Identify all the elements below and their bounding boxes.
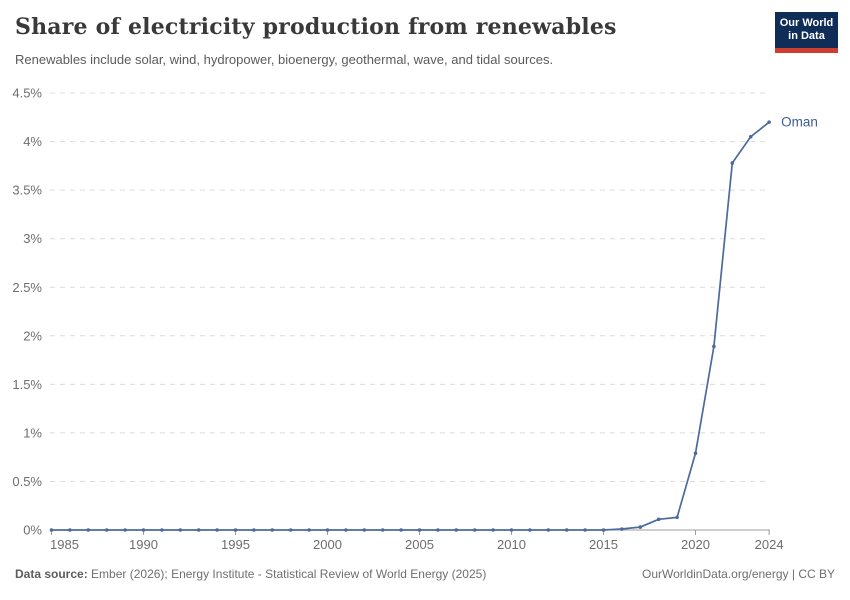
x-tick-label: 1990 [129, 537, 158, 552]
data-point[interactable] [178, 528, 183, 532]
data-point[interactable] [196, 528, 201, 532]
data-point[interactable] [638, 525, 643, 529]
data-point[interactable] [454, 528, 459, 532]
data-point[interactable] [86, 528, 91, 532]
y-tick-label: 2% [23, 328, 42, 343]
data-point[interactable] [491, 528, 495, 532]
chart-area: 0% 0.5% 1% 1.5% 2% 2.5% 3% 3.5% 4% 4.5% 1985 1990 19… [0, 80, 850, 560]
data-point[interactable] [417, 528, 422, 532]
x-tick-label: 2010 [497, 537, 526, 552]
y-tick-label: 3% [23, 231, 42, 246]
data-point[interactable] [215, 528, 219, 532]
owid-credit-link[interactable]: OurWorldinData.org/energy | CC BY [642, 567, 835, 581]
page-title: Share of electricity production from ren… [15, 14, 617, 40]
data-point[interactable] [436, 528, 440, 532]
data-point[interactable] [325, 528, 330, 532]
data-point[interactable] [693, 451, 698, 456]
data-source-text: Ember (2026); Energy Institute - Statist… [91, 567, 487, 581]
data-point[interactable] [546, 528, 551, 532]
data-point[interactable] [270, 528, 275, 532]
owid-logo[interactable]: Our World in Data [775, 12, 838, 53]
y-tick-label: 4% [23, 134, 42, 149]
data-point[interactable] [601, 528, 606, 532]
data-point[interactable] [620, 527, 624, 531]
y-tick-label: 2.5% [12, 280, 42, 295]
series-line-oman [50, 121, 770, 531]
y-tick-label: 0.5% [12, 474, 42, 489]
data-point[interactable] [675, 515, 679, 520]
x-tick-label: 1985 [50, 537, 79, 552]
data-point[interactable] [380, 528, 385, 532]
data-point[interactable] [141, 528, 146, 532]
y-tick-label: 0% [23, 523, 42, 538]
data-point[interactable] [528, 528, 532, 532]
x-tick-label: 1995 [221, 537, 250, 552]
data-point[interactable] [252, 528, 256, 532]
x-tick-label: 2005 [405, 537, 434, 552]
data-point[interactable] [233, 528, 238, 532]
owid-logo-line2: in Data [788, 30, 825, 42]
x-tick-label: 2000 [313, 537, 342, 552]
data-point[interactable] [748, 134, 753, 139]
data-point[interactable] [472, 528, 477, 532]
data-point[interactable] [123, 528, 127, 532]
data-point[interactable] [344, 528, 348, 532]
y-tick-label: 3.5% [12, 183, 42, 198]
data-source-note: Data source: Ember (2026); Energy Instit… [15, 567, 486, 581]
data-point[interactable] [712, 344, 716, 349]
data-source-label: Data source: [15, 567, 88, 581]
data-point[interactable] [399, 528, 403, 532]
data-point[interactable] [564, 528, 569, 532]
data-point[interactable] [583, 528, 587, 532]
data-point[interactable] [656, 517, 661, 522]
y-tick-label: 1% [23, 425, 42, 440]
chart-subtitle: Renewables include solar, wind, hydropow… [15, 52, 554, 67]
data-point[interactable] [307, 528, 311, 532]
y-tick-label: 1.5% [12, 377, 42, 392]
y-tick-label: 4.5% [12, 86, 42, 101]
data-point[interactable] [68, 528, 72, 532]
series-end-label[interactable]: Oman [781, 115, 818, 130]
x-tick-label: 2024 [755, 537, 784, 552]
owid-logo-line1: Our World [779, 17, 834, 29]
x-tick-label: 2020 [681, 537, 710, 552]
data-point[interactable] [160, 528, 164, 532]
data-point[interactable] [288, 528, 293, 532]
data-point[interactable] [767, 120, 771, 124]
chart-footer: Data source: Ember (2026); Energy Instit… [15, 567, 835, 581]
data-point[interactable] [509, 528, 514, 532]
data-point[interactable] [362, 528, 367, 532]
x-tick-label: 2015 [589, 537, 618, 552]
data-point[interactable] [49, 528, 54, 532]
line-chart-canvas: 0% 0.5% 1% 1.5% 2% 2.5% 3% 3.5% 4% 4.5% 1985 1990 19… [12, 86, 818, 552]
data-point[interactable] [730, 161, 735, 165]
data-point[interactable] [104, 528, 109, 532]
